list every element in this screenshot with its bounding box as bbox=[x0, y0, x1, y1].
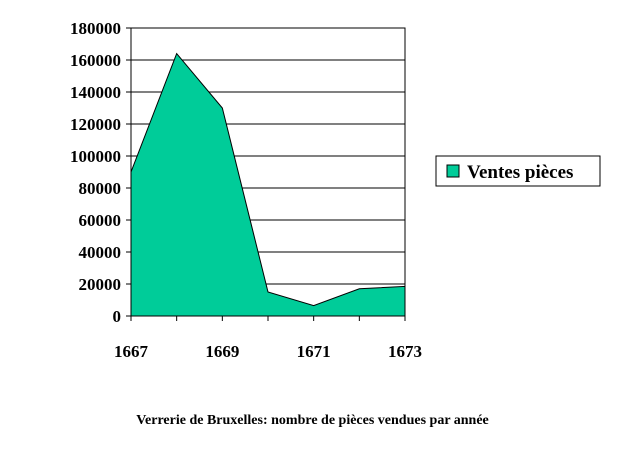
x-tick-label: 1671 bbox=[297, 342, 331, 361]
x-axis: 1667 1669 1671 1673 bbox=[114, 315, 422, 361]
area-series-ventes-pieces bbox=[130, 52, 406, 317]
y-tick-label: 160000 bbox=[70, 51, 121, 70]
y-tick-label: 20000 bbox=[79, 275, 122, 294]
y-tick-label: 40000 bbox=[79, 243, 122, 262]
x-tick-label: 1667 bbox=[114, 342, 149, 361]
x-tick-label: 1673 bbox=[388, 342, 422, 361]
y-tick-label: 0 bbox=[113, 307, 122, 326]
y-tick-label: 180000 bbox=[70, 19, 121, 38]
x-tick-label: 1669 bbox=[205, 342, 239, 361]
y-tick-label: 120000 bbox=[70, 115, 121, 134]
legend-box bbox=[435, 155, 601, 187]
y-tick-label: 100000 bbox=[70, 147, 121, 166]
y-tick-label: 140000 bbox=[70, 83, 121, 102]
y-tick-label: 80000 bbox=[79, 179, 122, 198]
legend-label: Ventes pièces bbox=[467, 162, 573, 183]
y-tick-label: 60000 bbox=[79, 211, 122, 230]
y-axis: 0 20000 40000 60000 80000 100000 120000 140000 1… bbox=[70, 19, 132, 326]
legend-swatch bbox=[446, 164, 460, 178]
chart-caption: Verrerie de Bruxelles: nombre de pièces … bbox=[136, 413, 489, 428]
legend: Ventes pièces bbox=[435, 155, 601, 187]
